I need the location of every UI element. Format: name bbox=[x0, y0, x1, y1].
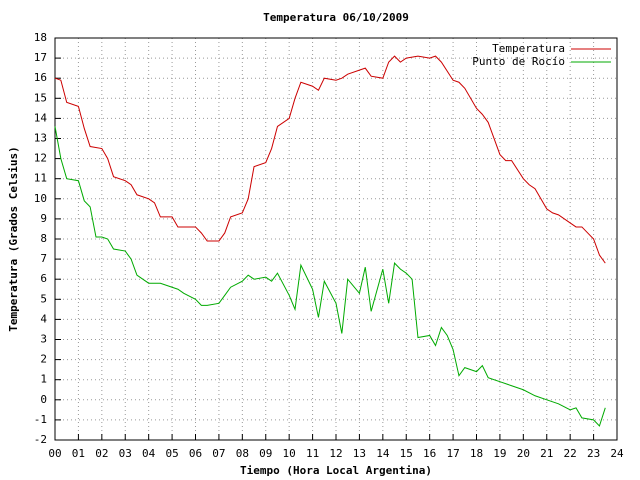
x-tick-label: 09 bbox=[259, 447, 272, 460]
series-line bbox=[54, 55, 606, 264]
x-tick-label: 23 bbox=[587, 447, 600, 460]
y-tick-label: 2 bbox=[40, 353, 47, 366]
x-tick-label: 20 bbox=[517, 447, 530, 460]
y-tick-label: 14 bbox=[34, 111, 48, 124]
y-axis-label: Temperatura (Grados Celsius) bbox=[7, 146, 20, 331]
y-tick-label: 8 bbox=[40, 232, 47, 245]
x-tick-label: 00 bbox=[48, 447, 61, 460]
y-tick-label: 0 bbox=[40, 393, 47, 406]
y-tick-label: 6 bbox=[40, 272, 47, 285]
y-tick-label: 10 bbox=[34, 192, 47, 205]
x-tick-label: 12 bbox=[329, 447, 342, 460]
y-tick-label: 17 bbox=[34, 51, 47, 64]
x-tick-label: 15 bbox=[400, 447, 413, 460]
x-tick-label: 10 bbox=[283, 447, 296, 460]
x-tick-label: 17 bbox=[446, 447, 459, 460]
x-tick-label: 11 bbox=[306, 447, 319, 460]
y-tick-label: 11 bbox=[34, 172, 47, 185]
x-tick-label: 01 bbox=[72, 447, 85, 460]
x-tick-label: 05 bbox=[165, 447, 178, 460]
series-line bbox=[54, 126, 606, 427]
plot-frame bbox=[54, 37, 618, 441]
y-tick-label: 4 bbox=[40, 312, 47, 325]
y-tick-label: -1 bbox=[34, 413, 47, 426]
y-tick-label: 12 bbox=[34, 152, 47, 165]
x-tick-label: 19 bbox=[493, 447, 506, 460]
y-tick-label: 16 bbox=[34, 71, 47, 84]
x-tick-label: 18 bbox=[470, 447, 483, 460]
y-tick-label: 13 bbox=[34, 132, 47, 145]
x-tick-label: 13 bbox=[353, 447, 366, 460]
x-tick-label: 22 bbox=[564, 447, 577, 460]
y-tick-label: 7 bbox=[40, 252, 47, 265]
chart-title: Temperatura 06/10/2009 bbox=[263, 11, 409, 24]
legend-label: Temperatura bbox=[492, 42, 565, 55]
y-tick-label: 18 bbox=[34, 31, 47, 44]
y-tick-label: 9 bbox=[40, 212, 47, 225]
y-tick-label: -2 bbox=[34, 433, 47, 446]
x-tick-label: 14 bbox=[376, 447, 390, 460]
y-tick-label: 5 bbox=[40, 292, 47, 305]
x-tick-label: 16 bbox=[423, 447, 436, 460]
x-tick-label: 02 bbox=[95, 447, 108, 460]
x-tick-label: 21 bbox=[540, 447, 553, 460]
x-tick-label: 24 bbox=[610, 447, 624, 460]
legend-label: Punto de Rocío bbox=[472, 55, 565, 68]
x-tick-label: 03 bbox=[119, 447, 132, 460]
x-tick-label: 08 bbox=[236, 447, 249, 460]
x-tick-label: 07 bbox=[212, 447, 225, 460]
x-tick-label: 04 bbox=[142, 447, 156, 460]
x-axis-label: Tiempo (Hora Local Argentina) bbox=[240, 464, 432, 477]
y-tick-label: 15 bbox=[34, 91, 47, 104]
y-tick-label: 1 bbox=[40, 373, 47, 386]
y-tick-label: 3 bbox=[40, 333, 47, 346]
x-tick-label: 06 bbox=[189, 447, 202, 460]
